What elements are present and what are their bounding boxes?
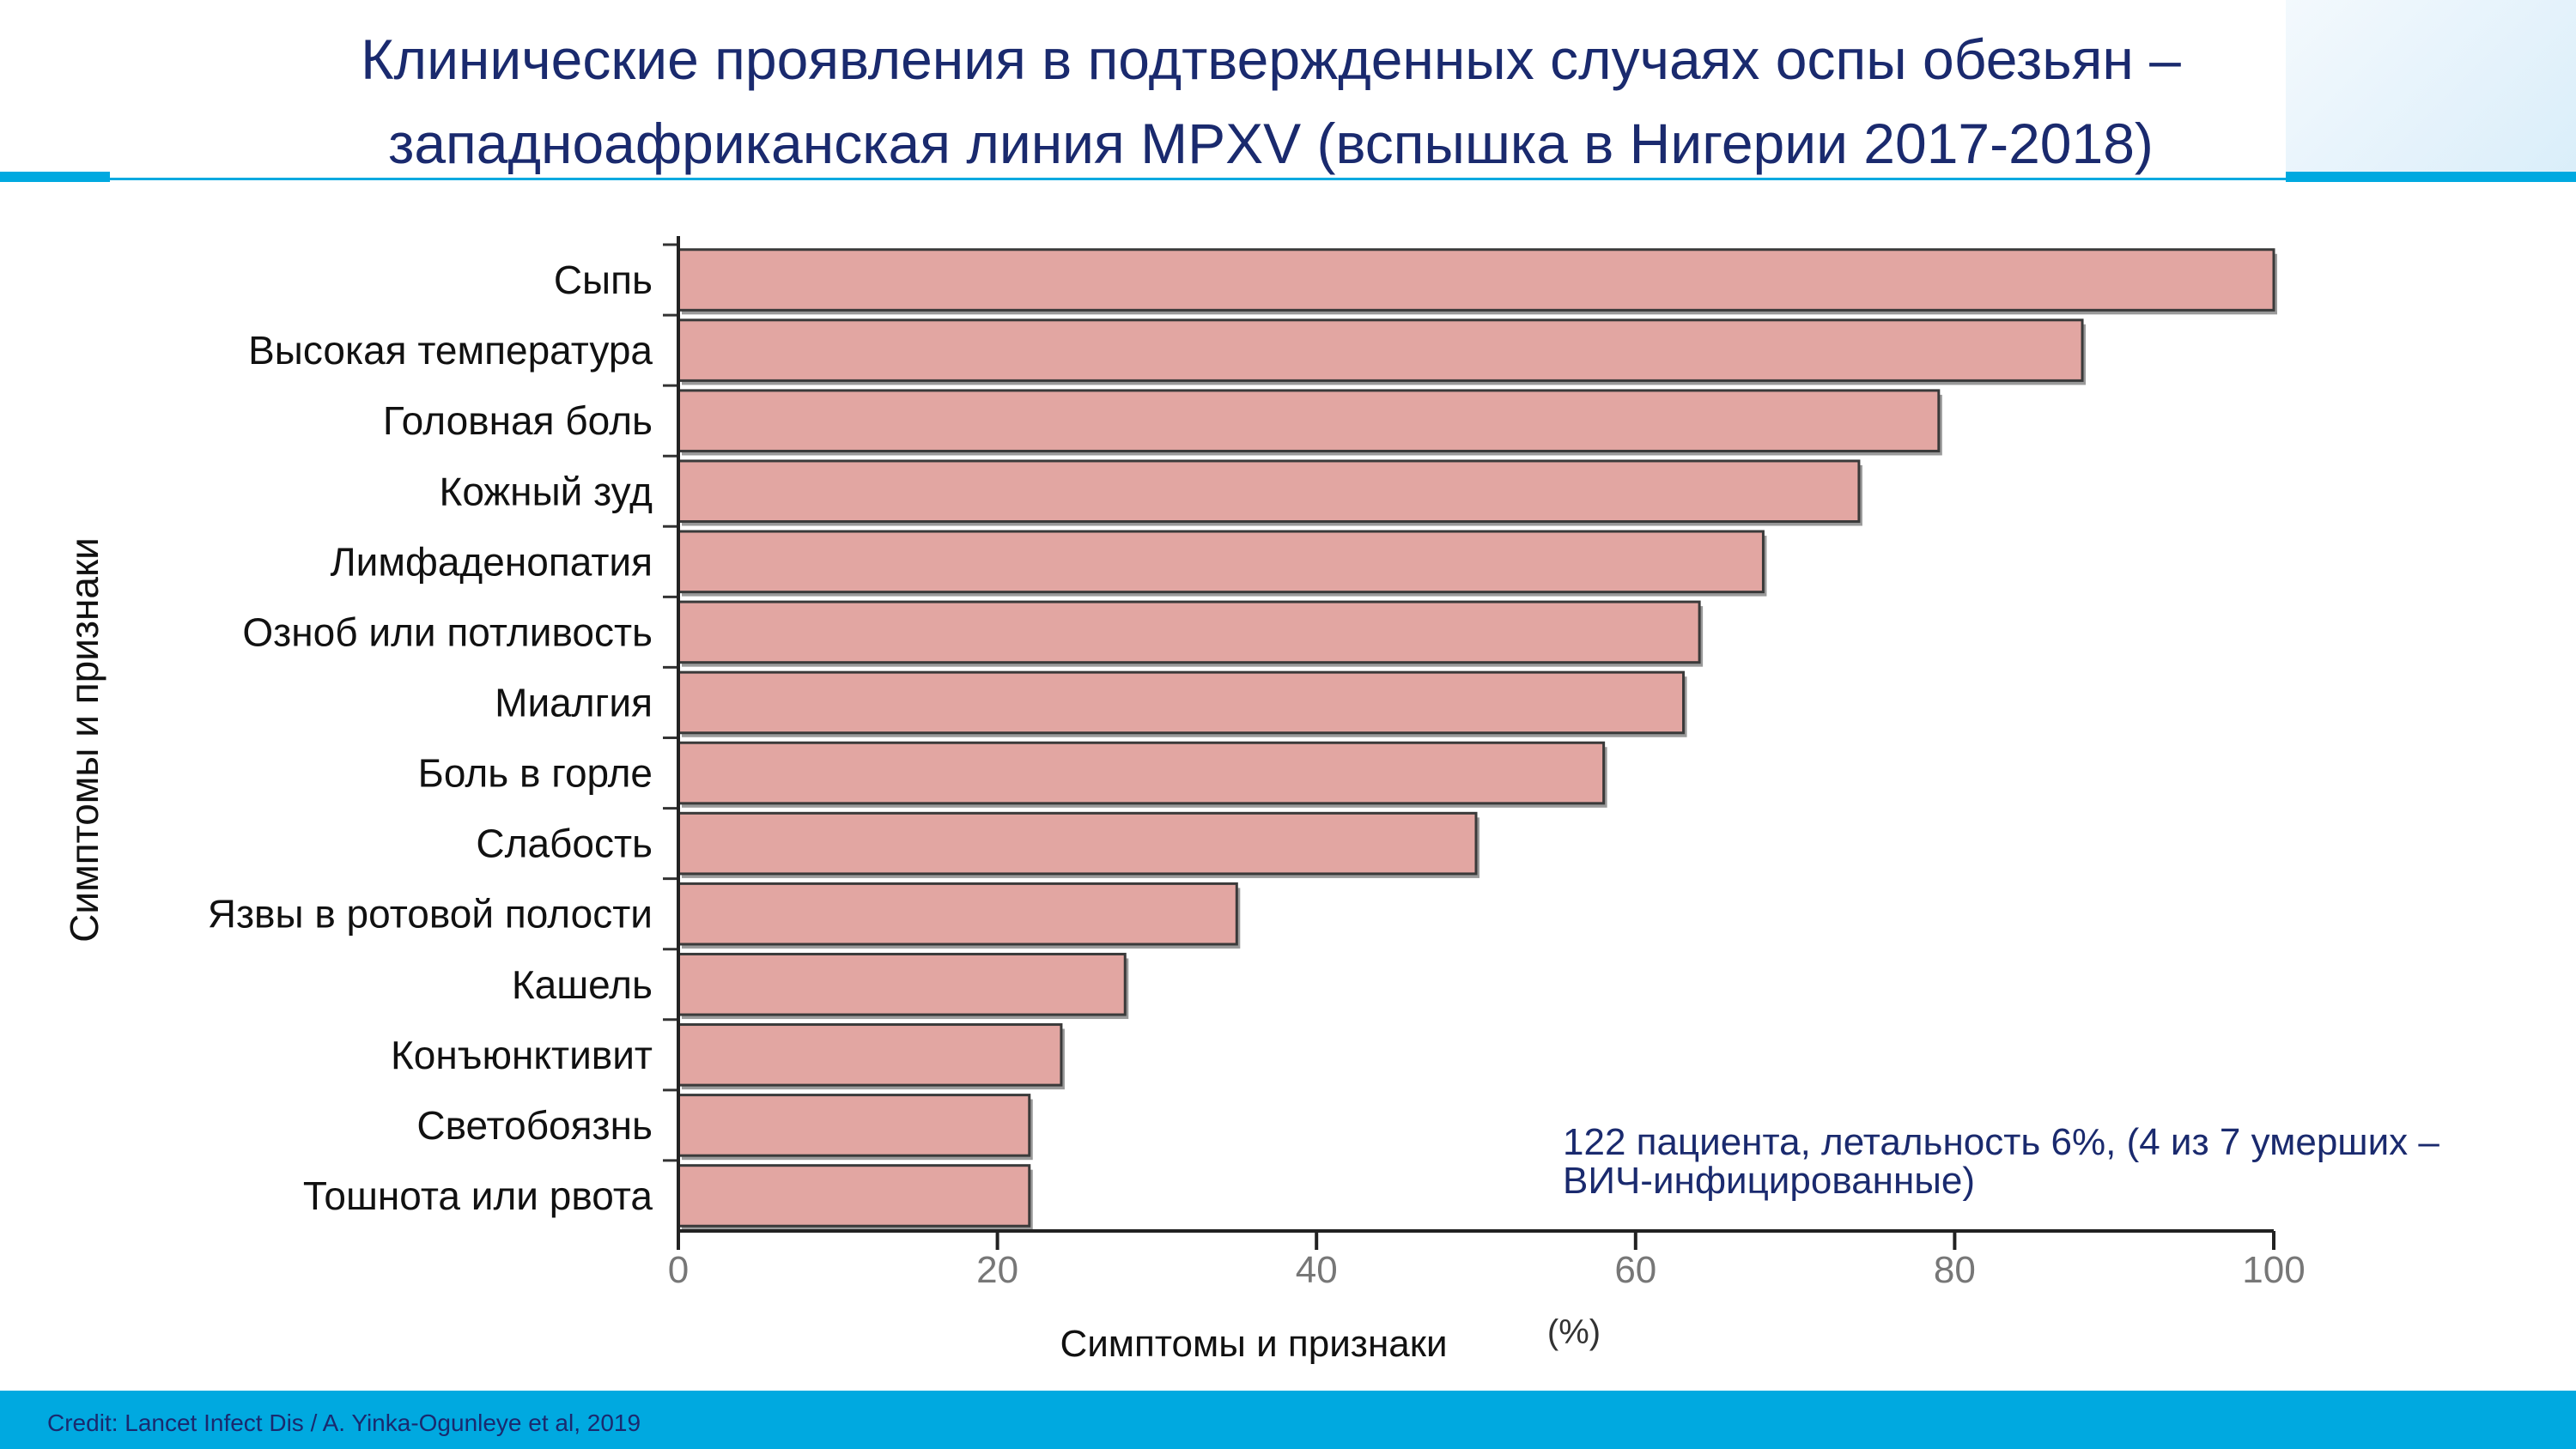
category-label: Озноб или потливость	[242, 609, 653, 654]
bar	[677, 952, 1127, 1016]
slide-title: Клинические проявления в подтвержденных …	[112, 17, 2430, 175]
annotation-line-2: ВИЧ-инфицированные)	[1563, 1160, 1975, 1202]
x-tick-label: 100	[2242, 1249, 2305, 1291]
bar	[677, 811, 1478, 876]
x-axis-unit: (%)	[1547, 1313, 1601, 1351]
bar	[677, 670, 1686, 735]
slide-title-line-1: Клинические проявления в подтвержденных …	[361, 27, 2181, 91]
category-label: Кожный зуд	[440, 469, 653, 513]
category-label: Язвы в ротовой полости	[208, 892, 653, 937]
x-tick-label: 40	[1296, 1249, 1338, 1291]
x-tick-label: 20	[976, 1249, 1018, 1291]
footer-bar: Credit: Lancet Infect Dis / A. Yinka-Ogu…	[0, 1391, 2576, 1449]
category-labels: Сыпь Высокая температура Головная боль Кожн…	[208, 258, 653, 1218]
corner-decoration	[2286, 0, 2576, 182]
footer-credit: Credit: Lancet Infect Dis / A. Yinka-Ogu…	[47, 1410, 641, 1436]
x-axis-title: Симптомы и признаки	[1060, 1323, 1447, 1365]
title-divider	[0, 178, 2288, 180]
title-divider-accent	[0, 172, 110, 182]
category-label: Миалгия	[495, 680, 653, 724]
bar	[677, 248, 2275, 312]
bar	[677, 459, 1861, 524]
bar	[677, 1164, 1031, 1228]
y-axis-title: Симптомы и признаки	[62, 537, 106, 943]
x-tick-label: 60	[1614, 1249, 1656, 1291]
bar	[677, 600, 1701, 664]
x-tick-label: 80	[1934, 1249, 1976, 1291]
x-tick-group: 0 20 40 60 80 100	[668, 1231, 2306, 1291]
category-label: Слабость	[476, 822, 653, 866]
category-label: Светобоязнь	[416, 1103, 653, 1148]
bar	[677, 389, 1941, 452]
bar	[677, 1094, 1031, 1157]
bar	[677, 530, 1765, 594]
category-label: Тошнота или рвота	[303, 1173, 653, 1218]
bar	[677, 1023, 1063, 1087]
axes-group	[663, 236, 2274, 1233]
category-label: Сыпь	[554, 258, 653, 302]
bar	[677, 318, 2084, 382]
category-label: Боль в горле	[418, 751, 653, 796]
slide-title-line-2: западноафриканская линия MPXV (вспышка в…	[388, 112, 2154, 175]
category-label: Лимфаденопатия	[330, 539, 653, 584]
x-tick-label: 0	[668, 1249, 689, 1291]
corner-accent-bar	[2286, 172, 2576, 182]
category-label: Высокая температура	[248, 328, 653, 373]
category-label: Кашель	[512, 962, 653, 1007]
bar-group	[677, 248, 2277, 1231]
annotation-line-1: 122 пациента, летальность 6%, (4 из 7 ум…	[1563, 1121, 2439, 1163]
bar	[677, 741, 1606, 805]
bar	[677, 882, 1238, 946]
category-label: Головная боль	[383, 398, 653, 443]
category-label: Конъюнктивит	[391, 1033, 653, 1077]
